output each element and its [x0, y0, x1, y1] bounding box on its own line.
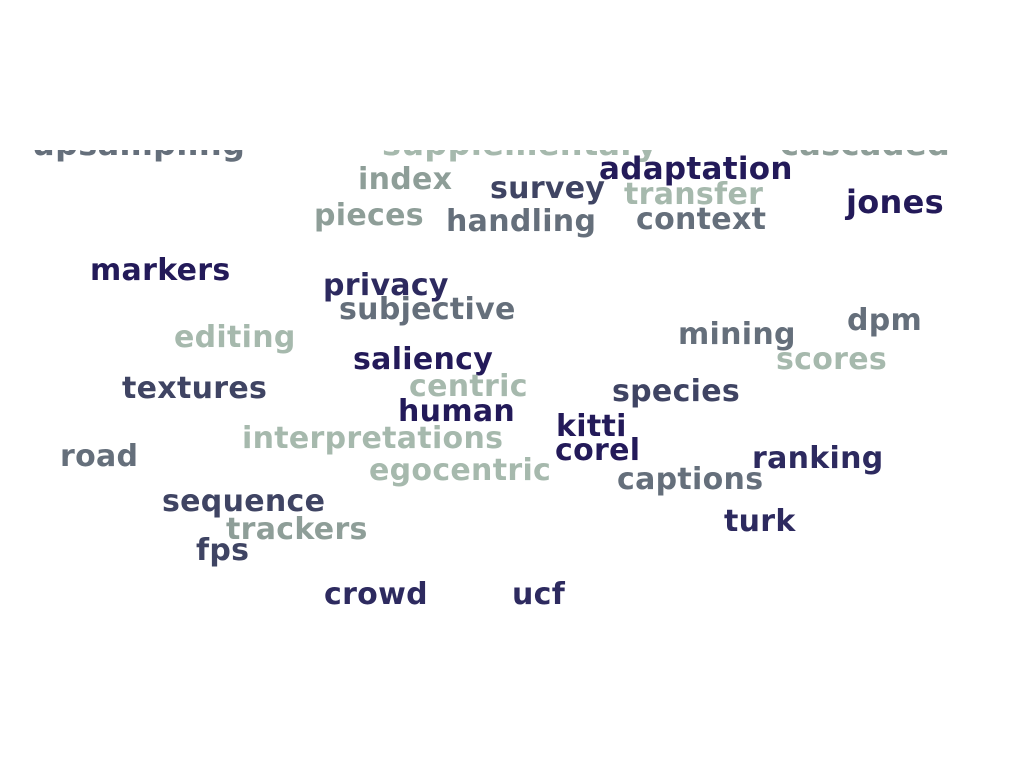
word-adaptation: adaptation: [599, 151, 793, 187]
word-egocentric: egocentric: [369, 453, 552, 488]
word-trackers: trackers: [226, 512, 368, 547]
word-human: human: [398, 394, 516, 429]
word-scores: scores: [776, 342, 888, 377]
word-captions: captions: [617, 462, 764, 497]
word-mining: mining: [678, 317, 796, 352]
word-cloud-clip-region: upsampling supplementary cascaded adapta…: [0, 150, 1024, 768]
word-subjective: subjective: [339, 292, 516, 327]
word-ucf: ucf: [512, 577, 566, 612]
word-saliency: saliency: [353, 342, 494, 377]
word-textures: textures: [122, 371, 268, 406]
word-editing: editing: [174, 320, 296, 355]
word-privacy: privacy: [323, 268, 449, 303]
word-index: index: [358, 162, 453, 197]
word-markers: markers: [90, 253, 231, 288]
word-upsampling: upsampling: [32, 150, 245, 160]
word-kitti: kitti: [556, 409, 627, 444]
word-road: road: [60, 439, 139, 474]
word-interpretations: interpretations: [242, 421, 504, 456]
word-transfer: transfer: [624, 177, 764, 212]
word-dpm: dpm: [847, 303, 923, 338]
word-ranking: ranking: [752, 441, 884, 476]
word-context: context: [636, 202, 767, 237]
word-fps: fps: [196, 533, 250, 568]
word-pieces: pieces: [314, 198, 424, 233]
word-crowd: crowd: [324, 577, 428, 612]
word-species: species: [612, 374, 741, 409]
word-turk: turk: [724, 504, 796, 539]
word-cascaded: cascaded: [780, 150, 950, 160]
word-survey: survey: [490, 171, 606, 206]
word-corel: corel: [555, 433, 641, 468]
word-sequence: sequence: [162, 484, 326, 519]
word-centric: centric: [409, 369, 528, 404]
word-supplementary: supplementary: [382, 150, 658, 160]
word-handling: handling: [446, 204, 597, 239]
word-jones: jones: [846, 183, 944, 221]
